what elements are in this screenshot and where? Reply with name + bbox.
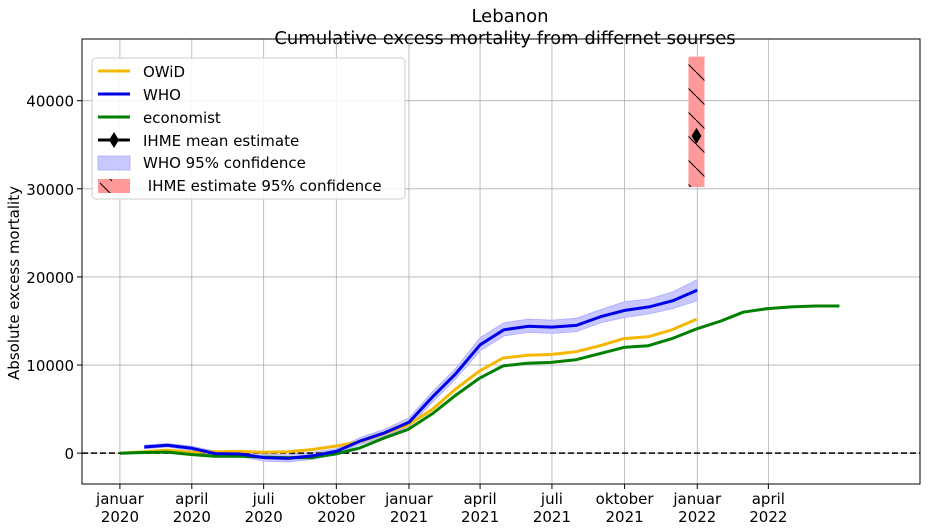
legend: OWiD WHO economist IHME mean estimate WH…: [91, 57, 406, 200]
who-confidence-band: [144, 278, 698, 463]
series-line-economist: [119, 304, 840, 460]
plot-frame: [81, 38, 921, 485]
x-tick-label: oktober: [307, 490, 366, 508]
y-tick-label: 20000: [26, 269, 74, 287]
x-tick-label: januar: [95, 490, 145, 508]
axis-ticks: 010000200003000040000januar2020april2020…: [26, 93, 787, 526]
legend-who-label: WHO: [143, 86, 181, 104]
grid: [82, 39, 920, 484]
legend-who-ci-label: WHO 95% confidence: [143, 154, 306, 172]
x-tick-year-label: 2022: [678, 508, 716, 526]
y-tick-label: 0: [64, 445, 74, 463]
x-tick-year-label: 2021: [606, 508, 644, 526]
x-tick-year-label: 2020: [245, 508, 283, 526]
x-tick-label: juli: [540, 490, 563, 508]
y-tick-label: 30000: [26, 181, 74, 199]
chart-title: Lebanon: [471, 6, 548, 27]
series-line-who: [144, 288, 698, 460]
legend-ihme-ci-label: IHME estimate 95% confidence: [143, 177, 382, 195]
x-tick-label: april: [463, 490, 496, 508]
legend-frame: [91, 57, 406, 200]
x-tick-year-label: 2020: [173, 508, 211, 526]
ihme-confidence-hatch: [688, 56, 705, 188]
ihme-estimate: [688, 56, 705, 188]
y-tick-label: 40000: [26, 93, 74, 111]
x-tick-label: april: [752, 490, 785, 508]
x-tick-year-label: 2022: [749, 508, 787, 526]
x-tick-year-label: 2021: [533, 508, 571, 526]
legend-owid-label: OWiD: [143, 63, 185, 81]
legend-who-ci-swatch: [97, 155, 131, 171]
x-tick-year-label: 2020: [101, 508, 139, 526]
x-tick-label: januar: [672, 490, 722, 508]
x-tick-label: oktober: [596, 490, 655, 508]
series-lines: [119, 288, 840, 460]
ihme-mean-marker: [691, 127, 702, 144]
x-tick-label: januar: [384, 490, 434, 508]
legend-economist-label: economist: [143, 109, 221, 127]
legend-ihme-mean-marker: [109, 132, 119, 148]
x-tick-label: april: [175, 490, 208, 508]
y-tick-label: 10000: [26, 357, 74, 375]
series-line-owid: [119, 317, 698, 455]
confidence-bands: [144, 278, 698, 463]
legend-ihme-mean-label: IHME mean estimate: [143, 132, 299, 150]
x-tick-label: juli: [252, 490, 275, 508]
x-tick-year-label: 2021: [461, 508, 499, 526]
legend-ihme-ci-hatch: [98, 179, 130, 193]
y-axis-label: Absolute excess mortality: [5, 186, 23, 380]
x-tick-year-label: 2021: [390, 508, 428, 526]
x-tick-year-label: 2020: [317, 508, 355, 526]
